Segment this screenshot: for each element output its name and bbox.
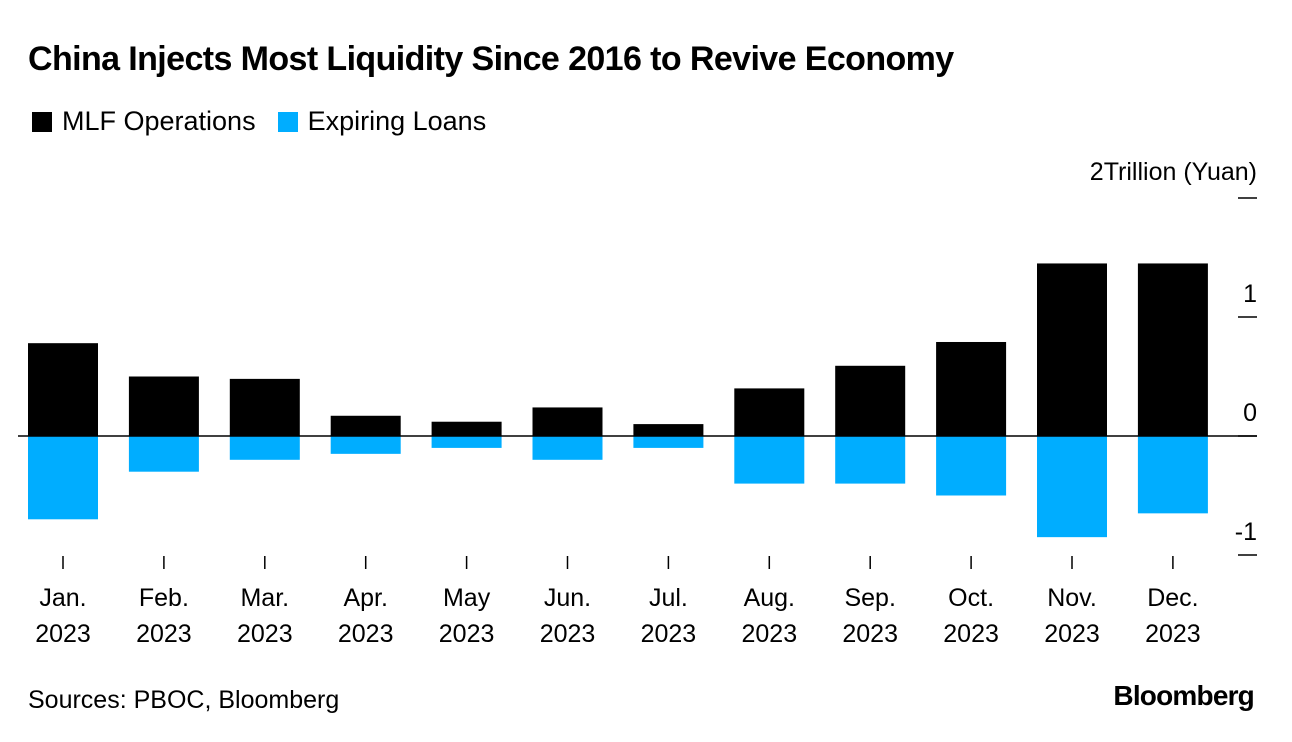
mlf-bar-2 bbox=[128, 376, 199, 436]
y-tick-label-3: -1 bbox=[1235, 518, 1257, 546]
expiring-bar-5 bbox=[431, 436, 502, 448]
mlf-bar-3 bbox=[229, 378, 300, 436]
x-tick-label-month-6: Jun. bbox=[544, 584, 591, 612]
legend-label-mlf: MLF Operations bbox=[62, 106, 256, 136]
mlf-bar-8 bbox=[734, 388, 805, 436]
x-tick-label-year-11: 2023 bbox=[1044, 620, 1100, 648]
x-tick-label-month-1: Jan. bbox=[39, 584, 86, 612]
legend-swatch-mlf bbox=[32, 111, 52, 132]
x-tick-label-year-8: 2023 bbox=[741, 620, 797, 648]
x-tick-label-year-2: 2023 bbox=[136, 620, 192, 648]
legend-item-mlf: MLF Operations bbox=[32, 106, 256, 137]
x-tick-label-month-12: Dec. bbox=[1147, 584, 1198, 612]
expiring-bar-4 bbox=[330, 436, 401, 454]
expiring-bar-3 bbox=[229, 436, 300, 460]
x-tick-label-month-2: Feb. bbox=[139, 584, 189, 612]
x-tick-label-year-9: 2023 bbox=[842, 620, 898, 648]
x-tick-label-year-10: 2023 bbox=[943, 620, 999, 648]
mlf-bar-5 bbox=[431, 421, 502, 436]
x-tick-label-month-3: Mar. bbox=[240, 584, 289, 612]
expiring-bar-10 bbox=[936, 436, 1007, 496]
legend-label-expiring: Expiring Loans bbox=[307, 106, 487, 136]
x-tick-label-year-1: 2023 bbox=[35, 620, 91, 648]
x-tick-label-month-8: Aug. bbox=[744, 584, 795, 612]
y-tick-label-1: 1 bbox=[1243, 280, 1257, 308]
x-tick-label-month-9: Sep. bbox=[844, 584, 895, 612]
mlf-bar-4 bbox=[330, 415, 401, 436]
mlf-bar-12 bbox=[1137, 263, 1208, 436]
x-tick-label-month-4: Apr. bbox=[343, 584, 387, 612]
expiring-bar-2 bbox=[128, 436, 199, 472]
expiring-bar-6 bbox=[532, 436, 603, 460]
x-tick-label-year-6: 2023 bbox=[540, 620, 596, 648]
mlf-bar-6 bbox=[532, 407, 603, 436]
legend-swatch-expiring bbox=[277, 111, 298, 132]
x-tick-label-month-7: Jul. bbox=[649, 584, 688, 612]
mlf-bar-1 bbox=[28, 343, 98, 436]
mlf-bar-11 bbox=[1037, 263, 1107, 436]
expiring-bar-11 bbox=[1037, 436, 1107, 538]
legend-item-expiring: Expiring Loans bbox=[277, 106, 487, 137]
chart-title: China Injects Most Liquidity Since 2016 … bbox=[28, 40, 954, 78]
y-axis-unit-label: 2Trillion (Yuan) bbox=[1090, 158, 1257, 186]
mlf-bar-7 bbox=[633, 424, 704, 436]
expiring-bar-1 bbox=[28, 436, 98, 520]
x-tick-label-year-4: 2023 bbox=[338, 620, 394, 648]
bar-chart: 2Trillion (Yuan) 1 0 -1 Jan. 2023 Feb. 2023 Mar.… bbox=[18, 158, 1257, 648]
expiring-bar-9 bbox=[835, 436, 906, 484]
x-tick-label-year-7: 2023 bbox=[641, 620, 697, 648]
x-tick-label-year-12: 2023 bbox=[1145, 620, 1201, 648]
mlf-bar-9 bbox=[835, 365, 906, 436]
x-tick-label-year-3: 2023 bbox=[237, 620, 293, 648]
expiring-bar-7 bbox=[633, 436, 704, 448]
expiring-bar-8 bbox=[734, 436, 805, 484]
bloomberg-logo: Bloomberg bbox=[1113, 680, 1254, 711]
legend: MLF Operations Expiring Loans bbox=[32, 106, 508, 137]
x-tick-label-month-11: Nov. bbox=[1047, 584, 1097, 612]
mlf-bar-10 bbox=[936, 341, 1007, 436]
x-tick-label-month-5: May bbox=[443, 584, 491, 612]
source-note: Sources: PBOC, Bloomberg bbox=[28, 686, 340, 714]
expiring-bar-12 bbox=[1137, 436, 1208, 514]
x-tick-label-year-5: 2023 bbox=[439, 620, 495, 648]
y-tick-label-2: 0 bbox=[1243, 399, 1257, 427]
x-tick-label-month-10: Oct. bbox=[948, 584, 994, 612]
